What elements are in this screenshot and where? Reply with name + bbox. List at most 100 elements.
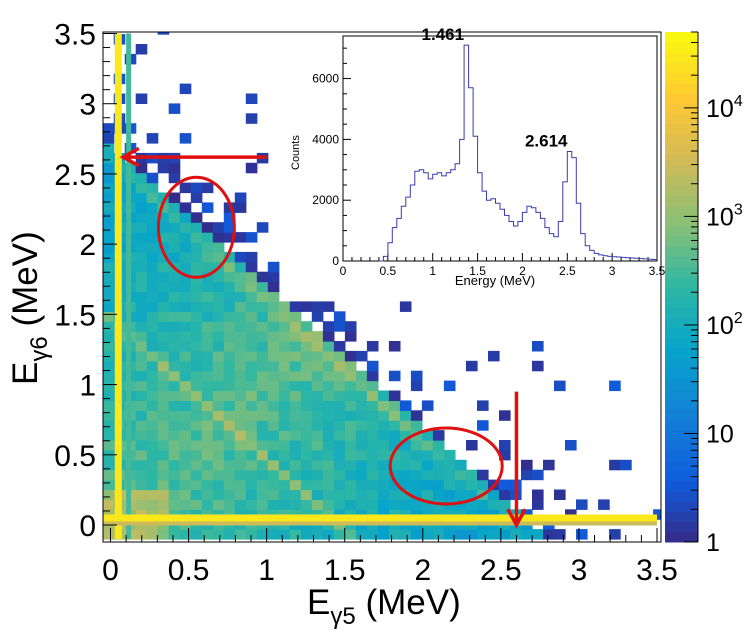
y-tick-label: 3.5 — [54, 19, 96, 52]
heatmap-cell — [443, 529, 456, 540]
colorbar-tick-label: 102 — [706, 310, 743, 340]
heatmap-cell — [190, 390, 203, 401]
heatmap-cell — [499, 449, 511, 461]
heatmap-cell — [399, 529, 412, 540]
heatmap-cell — [344, 410, 357, 421]
heatmap-cell — [234, 479, 247, 491]
heatmap-cell — [245, 232, 258, 243]
colorbar-swatch — [665, 174, 698, 186]
heatmap-cell — [223, 479, 236, 491]
heatmap-cell — [212, 489, 225, 500]
heatmap-cell — [421, 430, 434, 441]
heatmap-cell — [190, 430, 203, 441]
heatmap-cell — [245, 420, 258, 431]
heatmap-cell — [168, 459, 181, 471]
heatmap-cell — [201, 222, 214, 233]
heatmap-cell — [135, 410, 148, 421]
heatmap-cell — [267, 440, 280, 451]
heatmap-cell — [212, 529, 225, 540]
heatmap-cell — [190, 479, 203, 491]
heatmap-cell — [499, 499, 511, 510]
heatmap-cell — [311, 489, 324, 500]
heatmap-cell — [201, 360, 214, 372]
heatmap-cell — [399, 440, 412, 451]
heatmap-cell — [157, 341, 170, 352]
heatmap-cell — [245, 261, 258, 273]
heatmap-cell — [355, 350, 368, 362]
x-tick-label: 1 — [258, 554, 275, 587]
heatmap-cell — [256, 370, 269, 382]
heatmap-cell — [333, 410, 346, 421]
heatmap-cell — [179, 251, 192, 263]
y-tick-label: 2.5 — [54, 159, 96, 192]
heatmap-cell — [234, 380, 247, 392]
heatmap-cell — [168, 281, 181, 293]
heatmap-cell — [388, 430, 401, 441]
heatmap-cell — [168, 103, 181, 114]
heatmap-cell — [477, 420, 489, 431]
heatmap-cell — [179, 182, 192, 194]
heatmap-cell — [300, 469, 313, 481]
heatmap-cell — [377, 469, 390, 481]
heatmap-cell — [168, 162, 181, 174]
heatmap-cell — [157, 202, 170, 213]
heatmap-cell — [256, 459, 269, 471]
heatmap-cell — [289, 529, 302, 540]
heatmap-cell — [311, 331, 324, 342]
colorbar-swatch — [665, 368, 698, 380]
heatmap-cell — [245, 301, 258, 312]
heatmap-cell — [256, 360, 269, 372]
heatmap-cell — [333, 360, 346, 372]
heatmap-cell — [477, 469, 489, 481]
heatmap-cell — [322, 360, 335, 372]
main-tick-labels: 0 0.5 1 1.5 2 2.5 3 3.5 0 0.5 1 1.5 2 2.5 3 3.5 — [54, 19, 678, 588]
heatmap-cell — [278, 400, 291, 411]
heatmap-cell — [322, 440, 335, 451]
heatmap-cell — [278, 350, 291, 362]
heatmap-cell — [103, 440, 115, 451]
heatmap-cell — [322, 321, 335, 332]
heatmap-cell — [168, 350, 181, 362]
heatmap-cell — [322, 350, 335, 362]
heatmap-cell — [234, 341, 247, 352]
heatmap-cell — [168, 271, 181, 283]
x-tick-label: 2.5 — [480, 554, 522, 587]
heatmap-cell — [300, 370, 313, 382]
heatmap-cell — [366, 529, 379, 540]
heatmap-cell — [201, 311, 214, 322]
heatmap-cell — [179, 529, 192, 540]
heatmap-cell — [311, 400, 324, 411]
heatmap-cell — [157, 222, 170, 233]
heatmap-cell — [135, 311, 148, 322]
heatmap-cell — [289, 360, 302, 372]
colorbar-swatch — [665, 42, 698, 53]
heatmap-cell — [157, 311, 170, 322]
heatmap-cell — [499, 479, 511, 491]
heatmap-cell — [388, 459, 401, 471]
heatmap-cell — [157, 360, 170, 372]
heatmap-cell — [179, 301, 192, 312]
heatmap-cell — [146, 469, 159, 481]
heatmap-cell — [157, 251, 170, 263]
heatmap-cell — [443, 380, 456, 392]
heatmap-cell — [234, 440, 247, 451]
main-axes — [102, 31, 662, 543]
inset-spectrum: 0 0.5 1 1.5 2 2.5 3 3.5 0 2000 4000 6000 Energy (MeV… — [290, 25, 666, 288]
heatmap-cell — [103, 321, 115, 332]
heatmap-cell — [234, 489, 247, 500]
heatmap-cell — [377, 420, 390, 431]
heatmap-cell — [179, 410, 192, 421]
colorbar-swatch — [665, 511, 698, 523]
heatmap-cell — [410, 370, 423, 382]
peak-label: 1.461 — [422, 25, 465, 44]
heatmap-cell — [135, 93, 148, 104]
heatmap-cell — [267, 301, 280, 312]
heatmap-cell — [432, 449, 445, 461]
heatmap-cell — [223, 271, 236, 283]
heatmap-cell — [201, 261, 214, 273]
heatmap-cell — [388, 341, 401, 352]
heatmap-cell — [455, 499, 467, 510]
heatmap-cell — [135, 212, 148, 223]
heatmap-cell — [179, 350, 192, 362]
